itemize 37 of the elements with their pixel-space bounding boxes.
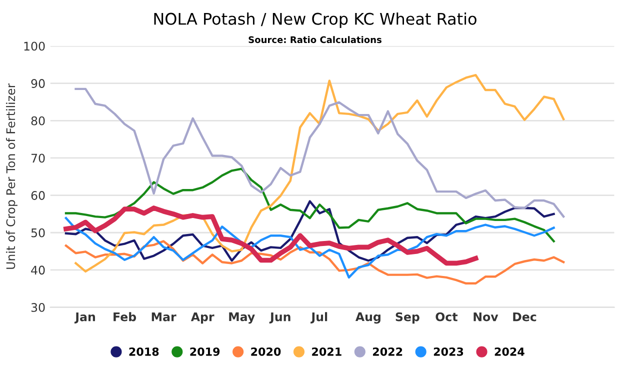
x-tick-label: Nov bbox=[474, 312, 498, 322]
x-tick-label: Apr bbox=[190, 312, 214, 324]
x-tick-label: Mar bbox=[152, 312, 176, 322]
chart-title: NOLA Potash / New Crop KC Wheat Ratio bbox=[154, 12, 476, 28]
line-series bbox=[64, 200, 555, 262]
x-tick-label: Feb bbox=[114, 312, 136, 322]
legend-label: 2018 bbox=[129, 347, 159, 356]
y-tick-label: 100 bbox=[24, 42, 45, 51]
legend-label: 2021 bbox=[312, 347, 342, 356]
x-tick-label: Oct bbox=[436, 312, 458, 322]
y-tick-label: 80 bbox=[31, 116, 45, 126]
y-tick-label: 70 bbox=[31, 154, 45, 163]
line-series bbox=[64, 240, 565, 284]
legend-label: 2024 bbox=[494, 347, 524, 356]
x-tick-label: Jan bbox=[74, 312, 95, 324]
y-tick-label: 90 bbox=[31, 79, 45, 88]
x-tick-label: Aug bbox=[355, 312, 380, 324]
line-series bbox=[64, 206, 478, 266]
legend-label: 2019 bbox=[190, 347, 220, 356]
x-tick-label: Jul bbox=[310, 312, 328, 324]
legend-label: 2023 bbox=[434, 347, 464, 356]
y-tick-label: 30 bbox=[31, 303, 45, 312]
x-tick-label: Jun bbox=[269, 312, 290, 324]
line-series bbox=[74, 88, 565, 218]
y-tick-label: 50 bbox=[31, 228, 45, 238]
legend-label: 2022 bbox=[373, 347, 402, 356]
y-tick-label: 60 bbox=[31, 191, 45, 200]
line-series bbox=[74, 74, 565, 273]
x-tick-label: Dec bbox=[513, 312, 536, 322]
x-tick-label: May bbox=[229, 312, 255, 324]
line-series bbox=[64, 168, 555, 242]
chart-subtitle: Source: Ratio Calculations bbox=[248, 36, 382, 44]
y-axis-title: Unit of Crop Per Ton of Fertilizer bbox=[6, 83, 18, 269]
legend-label: 2020 bbox=[251, 347, 281, 356]
x-tick-label: Sep bbox=[396, 312, 420, 324]
y-tick-label: 40 bbox=[31, 266, 45, 275]
line-series bbox=[64, 216, 555, 279]
